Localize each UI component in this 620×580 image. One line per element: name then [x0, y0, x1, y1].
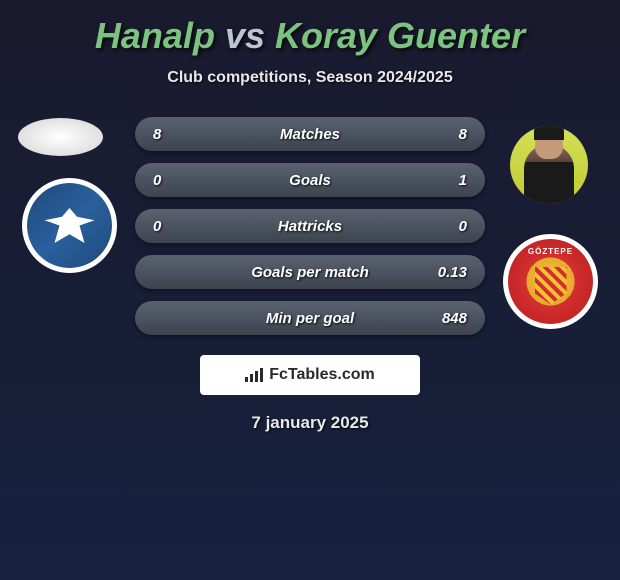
stat-label: Goals [289, 172, 331, 189]
stat-label: Hattricks [278, 218, 342, 235]
player1-name: Hanalp [95, 15, 215, 56]
stat-right-value: 0.13 [437, 264, 467, 281]
stat-row-min-per-goal: Min per goal 848 [135, 301, 485, 335]
player2-name: Koray Guenter [275, 15, 525, 56]
stat-left-value: 0 [153, 172, 183, 189]
stat-label: Min per goal [266, 310, 354, 327]
stat-label: Matches [280, 126, 340, 143]
stat-right-value: 8 [437, 126, 467, 143]
bar-chart-icon [245, 368, 263, 382]
subtitle: Club competitions, Season 2024/2025 [167, 69, 452, 87]
stat-row-goals-per-match: Goals per match 0.13 [135, 255, 485, 289]
vs-separator: vs [225, 15, 265, 56]
stat-left-value: 0 [153, 218, 183, 235]
stat-right-value: 0 [437, 218, 467, 235]
brand-text: FcTables.com [269, 366, 375, 384]
stat-left-value: 8 [153, 126, 183, 143]
date-label: 7 january 2025 [251, 413, 368, 433]
stat-right-value: 1 [437, 172, 467, 189]
stat-right-value: 848 [437, 310, 467, 327]
stats-column: 8 Matches 8 0 Goals 1 0 Hattricks 0 Goal… [135, 117, 485, 335]
page-title: Hanalp vs Koray Guenter [95, 15, 525, 57]
comparison-card: Hanalp vs Koray Guenter Club competition… [0, 0, 620, 443]
stat-row-goals: 0 Goals 1 [135, 163, 485, 197]
stat-row-matches: 8 Matches 8 [135, 117, 485, 151]
stat-label: Goals per match [251, 264, 369, 281]
brand-box[interactable]: FcTables.com [200, 355, 420, 395]
stat-row-hattricks: 0 Hattricks 0 [135, 209, 485, 243]
stats-area: 8 Matches 8 0 Goals 1 0 Hattricks 0 Goal… [0, 117, 620, 335]
